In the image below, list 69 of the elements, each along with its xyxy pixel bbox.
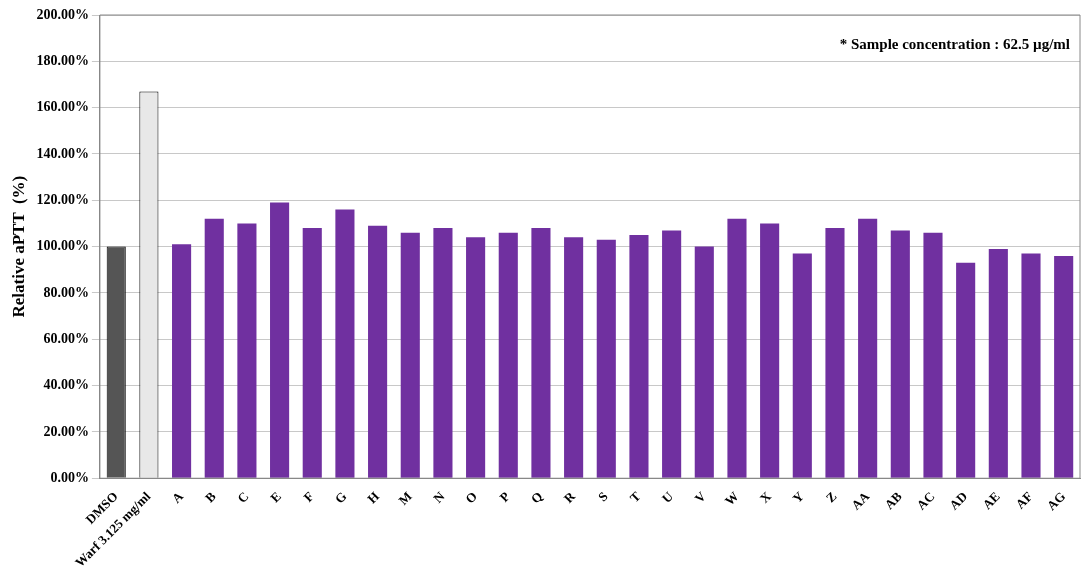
y-tick-label: 20.00% xyxy=(43,423,89,439)
y-tick-label: 120.00% xyxy=(36,191,89,207)
x-tick-label: U xyxy=(658,488,677,506)
x-tick-label: R xyxy=(560,488,579,506)
x-tick-label: V xyxy=(691,488,710,506)
bar xyxy=(498,232,518,478)
bar xyxy=(204,218,224,478)
x-tick-label: W xyxy=(721,488,742,509)
bar xyxy=(760,223,780,478)
bar xyxy=(923,232,943,478)
y-tick-label: 100.00% xyxy=(36,238,89,254)
bar xyxy=(433,228,453,478)
y-axis-title: Relative aPTT (%) xyxy=(8,175,28,318)
bar xyxy=(858,218,878,478)
x-tick-label: Y xyxy=(789,488,808,506)
bar xyxy=(270,202,290,478)
bar xyxy=(1054,255,1074,478)
x-tick-label: N xyxy=(430,488,448,506)
y-tick-label: 0.00% xyxy=(50,469,89,485)
bar xyxy=(237,223,257,478)
y-tick-label: 160.00% xyxy=(36,99,89,115)
x-tick-label: AF xyxy=(1012,488,1036,512)
bar xyxy=(466,237,486,478)
bar xyxy=(400,232,420,478)
bar xyxy=(988,248,1008,478)
bar xyxy=(302,228,322,478)
x-tick-label: B xyxy=(202,488,219,506)
x-tick-label: Q xyxy=(527,488,546,507)
bar xyxy=(172,244,192,478)
x-tick-label: F xyxy=(300,488,317,505)
y-tick-label: 180.00% xyxy=(36,52,89,68)
x-tick-label: S xyxy=(595,488,611,505)
bar xyxy=(956,262,976,478)
bar xyxy=(368,225,388,478)
bar xyxy=(890,230,910,478)
x-tick-label: O xyxy=(462,488,481,507)
x-tick-label: X xyxy=(756,488,775,506)
bar xyxy=(596,239,616,478)
bar xyxy=(662,230,682,478)
y-tick-label: 60.00% xyxy=(43,330,89,346)
x-tick-label: M xyxy=(395,488,415,508)
x-tick-label: AC xyxy=(913,488,938,513)
bar xyxy=(629,235,649,478)
x-tick-label: T xyxy=(626,488,644,506)
y-tick-label: 200.00% xyxy=(36,6,89,22)
x-tick-label: G xyxy=(331,488,350,507)
annotation: * Sample concentration : 62.5 µg/ml xyxy=(839,35,1070,52)
bar xyxy=(792,253,812,478)
bar xyxy=(825,228,845,478)
x-tick-label: AB xyxy=(881,488,906,513)
bar xyxy=(1021,253,1041,478)
bar xyxy=(727,218,747,478)
y-tick-label: 40.00% xyxy=(43,377,89,393)
x-tick-label: AE xyxy=(979,488,1003,513)
bar xyxy=(694,246,714,478)
y-tick-label: 80.00% xyxy=(43,284,89,300)
x-tick-label: A xyxy=(168,488,187,506)
x-tick-label: P xyxy=(496,488,513,505)
bar xyxy=(335,209,355,478)
x-tick-label: Z xyxy=(822,488,840,506)
x-tick-label: H xyxy=(364,488,383,507)
bar xyxy=(531,228,551,478)
y-tick-label: 140.00% xyxy=(36,145,89,161)
x-tick-label: E xyxy=(267,488,285,506)
x-tick-label: AD xyxy=(946,488,971,513)
bar xyxy=(564,237,584,478)
x-tick-label: AG xyxy=(1043,488,1069,514)
x-tick-label: AA xyxy=(848,488,873,513)
x-tick-label: C xyxy=(234,488,252,506)
